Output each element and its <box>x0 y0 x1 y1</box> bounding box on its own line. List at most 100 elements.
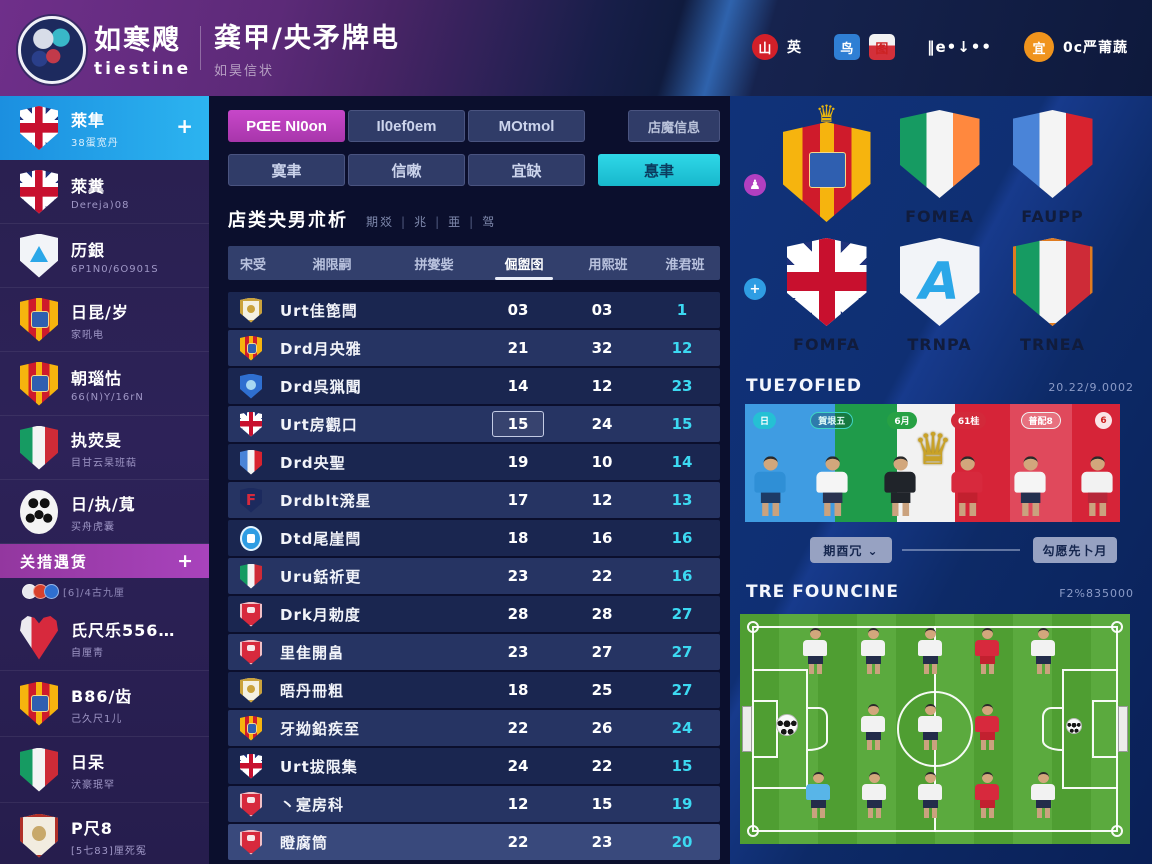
toolbar-button[interactable]: Il0ef0em <box>348 110 465 142</box>
table-row[interactable]: Drk月勅度 28 28 27 <box>228 596 720 632</box>
column-header[interactable]: 淮君班 <box>665 257 705 273</box>
sidebar-item[interactable]: B86/齿 己久尺1儿 <box>0 671 209 737</box>
team-crest-cell[interactable]: FAUPP <box>1000 110 1105 226</box>
redclub-crest-icon <box>240 829 262 855</box>
team-crest-cell[interactable]: TRNPA <box>887 238 992 354</box>
table-row[interactable]: 瞪腐筒 22 23 20 <box>228 824 720 860</box>
table-row[interactable]: 丶寔房科 12 15 19 <box>228 786 720 822</box>
uk-crest-icon <box>240 411 262 437</box>
es-crest-icon <box>20 681 58 726</box>
banner-pill[interactable]: 賀垠五 <box>810 412 854 429</box>
plus-icon[interactable]: + <box>177 550 193 572</box>
app-badge-icon[interactable]: 鸟 <box>833 34 860 60</box>
lineup-left-button[interactable]: 期酉冗 ⌄ <box>810 537 892 563</box>
sidebar-mini-row[interactable]: [6]/4古九厘 <box>0 578 209 605</box>
mini-badge-icon[interactable]: + <box>744 278 766 300</box>
lang-badge-icon[interactable]: 山 <box>751 34 778 60</box>
sidebar-group-header[interactable]: 关措遇赁 + <box>0 544 209 578</box>
coin-badge-icon[interactable]: 宜 <box>1023 32 1054 62</box>
sidebar-item[interactable]: 氏尺乐556… 自厘靑 <box>0 605 209 671</box>
app-badge-icon[interactable]: 图 <box>868 34 895 60</box>
stat-value-3: 23 <box>671 377 693 395</box>
banner-pill[interactable]: 6月 <box>887 412 917 429</box>
team-crest-cell[interactable]: FOMFA <box>774 238 879 354</box>
banner-pill[interactable]: 61桂 <box>950 412 987 429</box>
stat-value-1: 21 <box>507 339 529 357</box>
menu-dots[interactable]: ‖e•↓•• <box>926 38 992 56</box>
toolbar-button[interactable]: 宜缺 <box>468 154 585 186</box>
mini-badge-icon[interactable]: ♟ <box>744 174 766 196</box>
stat-value-3: 15 <box>671 415 693 433</box>
table-row[interactable]: Dtd尾崖閆 18 16 16 <box>228 520 720 556</box>
banner-pill[interactable]: 日 <box>753 412 777 429</box>
stat-value-1: 23 <box>507 643 529 661</box>
team-crest-cell[interactable]: FOMEA <box>887 110 992 226</box>
team-name: 丶寔房科 <box>280 795 345 814</box>
analysis-link[interactable]: 兆 <box>414 215 429 229</box>
link-separator: | <box>435 215 442 229</box>
toolbar-button[interactable]: PŒE NI0on <box>228 110 345 142</box>
sidebar-item[interactable]: 萊隼 38蛋宽丹 + <box>0 96 209 160</box>
analysis-link[interactable]: 期㸚 <box>366 215 395 229</box>
column-header[interactable]: 倔盥囹 <box>482 246 566 280</box>
sidebar-item[interactable]: P尺8 [5七83]厘死冤 <box>0 803 209 864</box>
top-header: 如寒飕 tiestine 龚甲/央矛牌电 如昊信状 山 英 鸟 图 ‖e•↓••… <box>0 0 1152 96</box>
heart-crest-icon <box>20 615 58 660</box>
table-row[interactable]: Drd央聖 19 10 14 <box>228 444 720 480</box>
lineup-meta: 20.22/9.0002 <box>1048 381 1134 394</box>
header-right-text[interactable]: 0c严莆蔬 <box>1062 40 1128 56</box>
toolbar-button[interactable]: 信嗽 <box>348 154 465 186</box>
stat-value-3: 16 <box>671 529 693 547</box>
stat-value-2: 16 <box>591 529 613 547</box>
sidebar-item-title: P尺8 <box>71 818 113 838</box>
toolbar-button[interactable]: 惪聿 <box>598 154 720 186</box>
sidebar-item[interactable]: 日/执/萈 买舟虎囊 <box>0 480 209 544</box>
plus-icon[interactable]: + <box>176 114 193 138</box>
toolbar-button[interactable]: 店魔信息 <box>628 110 720 142</box>
table-row[interactable]: Drdblt溌星 17 12 13 <box>228 482 720 518</box>
header-actions: 山 英 鸟 图 ‖e•↓•• 宜 0c严莆蔬 <box>751 32 1128 62</box>
sidebar-item[interactable]: 执荧旻 目甘云杲班萜 <box>0 416 209 480</box>
column-header[interactable]: 拼燮姕 <box>414 257 454 273</box>
column-header[interactable]: 用熙班 <box>588 257 628 273</box>
table-row[interactable]: Drd月央雅 21 32 12 <box>228 330 720 366</box>
stat-value-1: 17 <box>507 491 529 509</box>
lang-label[interactable]: 英 <box>786 40 802 56</box>
table-row[interactable]: Uru銛祈更 23 22 16 <box>228 558 720 594</box>
stat-value-3: 27 <box>671 643 693 661</box>
sidebar-item[interactable]: 萊糞 Dereja)08 <box>0 160 209 224</box>
sidebar-item-title: 历銀 <box>71 240 106 260</box>
stat-value-2: 12 <box>591 377 613 395</box>
ie-crest-icon <box>899 110 980 198</box>
banner-pill[interactable]: 6 <box>1094 412 1112 429</box>
analysis-link[interactable]: 亜 <box>448 215 463 229</box>
sidebar-item[interactable]: 日昆/岁 家吼电 <box>0 288 209 352</box>
table-row[interactable]: 里隹開畠 23 27 27 <box>228 634 720 670</box>
table-row[interactable]: 晤丹冊粗 18 25 27 <box>228 672 720 708</box>
goal-box-left <box>752 700 778 758</box>
highlighted-cell[interactable]: 15 <box>491 411 545 437</box>
crown-crest-icon: ♛ <box>913 424 953 475</box>
sidebar-item-title: 执荧旻 <box>71 430 123 450</box>
toolbar-button[interactable]: 寞聿 <box>228 154 345 186</box>
sidebar-item[interactable]: 历銀 6P1N0/6O901S <box>0 224 209 288</box>
table-row[interactable]: 牙拗鉛疾至 22 26 24 <box>228 710 720 746</box>
toolbar-button[interactable]: MOtmol <box>468 110 585 142</box>
lineup-right-button[interactable]: 勾愿先卜月 <box>1033 537 1117 563</box>
team-crest-cell[interactable]: ♛ <box>774 102 879 222</box>
analysis-link[interactable]: 驾 <box>482 215 497 229</box>
lineup-slider-line[interactable] <box>902 549 1020 551</box>
table-row[interactable]: Drd呉猟聞 14 12 23 <box>228 368 720 404</box>
team-crest-cell[interactable]: TRNEA <box>1000 238 1105 354</box>
table-row[interactable]: Urt佳箆閆 03 03 1 <box>228 292 720 328</box>
sidebar-item[interactable]: 朝瑙怙 66(N)Y/16rN <box>0 352 209 416</box>
sidebar-item[interactable]: 日呆 汱豪珉罕 <box>0 737 209 803</box>
column-header[interactable]: 宋受 <box>239 257 266 273</box>
sidebar-item-subtitle: 己久尺1儿 <box>71 713 123 725</box>
table-row[interactable]: Urt拔限集 24 22 15 <box>228 748 720 784</box>
sidebar-item-text: 日/执/萈 买舟虎囊 <box>71 491 136 533</box>
sidebar-item-text: 执荧旻 目甘云杲班萜 <box>71 427 137 469</box>
banner-pill[interactable]: 普配8 <box>1020 412 1061 429</box>
table-row[interactable]: Urt房觀口 15 24 15 <box>228 406 720 442</box>
column-header[interactable]: 湘限嗣 <box>312 257 352 273</box>
